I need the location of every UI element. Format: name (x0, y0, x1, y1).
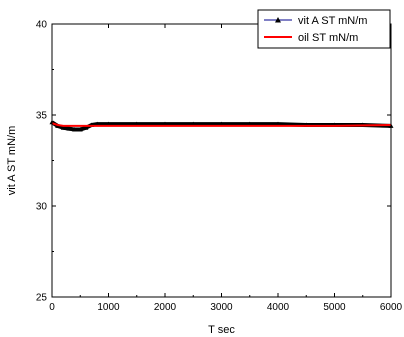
series-point (83, 125, 89, 130)
x-tick-label: 6000 (380, 302, 403, 313)
x-tick-label: 0 (49, 302, 55, 313)
x-tick-label: 4000 (267, 302, 290, 313)
legend-marker-0 (275, 17, 281, 23)
y-tick-label: 25 (36, 293, 48, 304)
legend: vit A ST mN/m oil ST mN/m (257, 9, 391, 49)
legend-label-0: vit A ST mN/m (298, 15, 367, 27)
y-tick-label: 40 (36, 20, 48, 31)
series-point (77, 127, 83, 132)
y-axis-title: vit A ST mN/m (6, 126, 18, 195)
axes: 0 1000 2000 3000 4000 5000 6000 25 30 35 40 (36, 20, 403, 314)
series-point (72, 127, 78, 132)
plot-area (49, 119, 394, 132)
y-tick-label: 35 (36, 111, 48, 122)
series-point (66, 126, 72, 131)
series-point (60, 125, 66, 130)
x-tick-label: 1000 (97, 302, 120, 313)
x-tick-label: 2000 (154, 302, 177, 313)
series-line-1 (51, 122, 392, 127)
x-tick-label: 5000 (323, 302, 346, 313)
x-axis-title: T sec (208, 324, 235, 336)
x-tick-label: 3000 (210, 302, 233, 313)
legend-box (257, 9, 391, 49)
legend-label-1: oil ST mN/m (298, 32, 358, 44)
y-tick-label: 30 (36, 202, 48, 213)
plot-frame (51, 23, 392, 298)
